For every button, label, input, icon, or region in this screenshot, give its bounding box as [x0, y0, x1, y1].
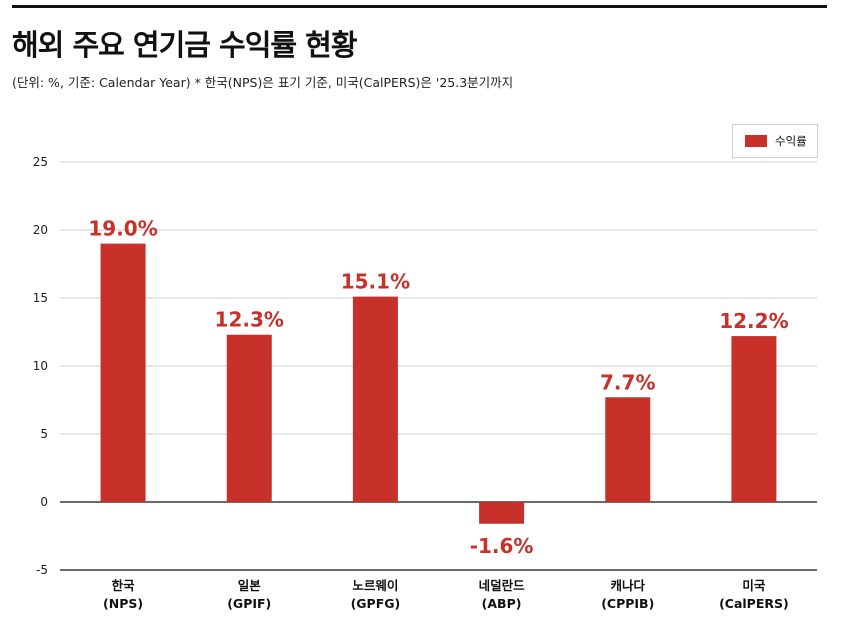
bar	[731, 336, 777, 502]
x-tick-label: 미국	[742, 578, 766, 593]
legend-swatch	[745, 135, 767, 147]
x-tick-label: (CPPIB)	[601, 596, 654, 611]
bar	[605, 397, 651, 502]
x-tick-label: 한국	[112, 578, 136, 593]
x-tick-label: (GPIF)	[227, 596, 271, 611]
data-label: 15.1%	[341, 270, 410, 294]
data-label: 19.0%	[88, 217, 157, 241]
x-tick-label: 캐나다	[610, 578, 645, 593]
y-tick-label: 0	[40, 495, 48, 509]
x-tick-label: (NPS)	[103, 596, 143, 611]
bar	[479, 502, 525, 524]
legend-label: 수익률	[775, 134, 807, 148]
page-subtitle: (단위: %, 기준: Calendar Year) * 한국(NPS)은 표기…	[12, 75, 514, 90]
y-tick-label: 5	[40, 427, 48, 441]
chart-legend: 수익률	[732, 124, 818, 158]
x-tick-label: (CalPERS)	[719, 596, 789, 611]
y-tick-label: 10	[33, 359, 48, 373]
top-rule	[12, 5, 827, 8]
x-tick-label: 노르웨이	[352, 578, 398, 593]
bar	[352, 296, 398, 502]
bar	[100, 243, 146, 502]
data-label: -1.6%	[470, 534, 534, 558]
x-tick-label: 네덜란드	[479, 578, 526, 593]
data-label: 7.7%	[600, 370, 655, 394]
data-label: 12.3%	[215, 308, 284, 332]
y-tick-label: 20	[33, 223, 48, 237]
data-label: 12.2%	[719, 309, 788, 333]
y-tick-label: 15	[33, 291, 48, 305]
x-tick-label: 일본	[238, 578, 262, 593]
page-title: 해외 주요 연기금 수익률 현황	[12, 28, 358, 62]
x-tick-label: (GPFG)	[351, 596, 401, 611]
x-tick-label: (ABP)	[482, 596, 522, 611]
y-tick-label: 25	[33, 155, 48, 169]
bar	[226, 334, 272, 502]
y-tick-label: -5	[36, 563, 48, 577]
